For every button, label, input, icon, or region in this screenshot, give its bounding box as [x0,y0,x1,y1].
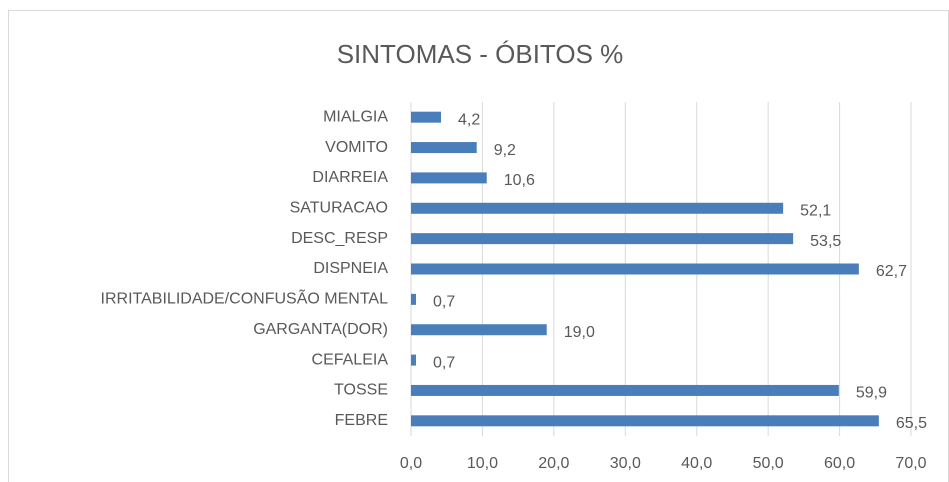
bar [411,354,416,366]
y-tick-label: DIARREIA [312,169,388,186]
data-label: 53,5 [810,233,841,250]
data-label: 62,7 [876,263,907,280]
x-tick-label: 10,0 [467,455,498,472]
bar [411,172,487,184]
bar [411,233,794,245]
y-tick-label: GARGANTA(DOR) [253,321,388,338]
x-tick-label: 60,0 [824,455,855,472]
x-tick-label: 40,0 [681,455,712,472]
data-label: 59,9 [856,385,887,402]
y-tick-label: VOMITO [325,139,388,156]
chart-title: SINTOMAS - ÓBITOS % [337,39,624,69]
y-tick-label: MIALGIA [323,108,388,125]
y-tick-label: IRRITABILIDADE/CONFUSÃO MENTAL [101,288,389,308]
bar [411,263,859,275]
data-label: 10,6 [504,172,535,189]
bar [411,202,784,214]
y-tick-label: CEFALEIA [312,351,389,368]
bar [411,415,879,427]
data-label: 0,7 [433,294,455,311]
x-tick-label: 50,0 [753,455,784,472]
data-label: 0,7 [433,354,455,371]
data-label: 52,1 [800,202,831,219]
bar [411,324,547,336]
y-tick-label: DESC_RESP [291,230,388,247]
y-tick-label: FEBRE [335,412,388,429]
chart-border [8,10,949,482]
x-tick-label: 0,0 [400,455,422,472]
bar [411,293,416,305]
y-tick-label: SATURACAO [290,199,388,216]
data-label: 9,2 [494,142,516,159]
bar [411,384,839,396]
data-label: 4,2 [458,111,480,128]
y-tick-label: DISPNEIA [313,260,388,277]
data-label: 65,5 [896,415,927,432]
bar [411,111,441,123]
x-tick-label: 30,0 [610,455,641,472]
data-label: 19,0 [564,324,595,341]
x-tick-label: 20,0 [538,455,569,472]
bar [411,142,477,154]
y-tick-label: TOSSE [334,382,388,399]
x-tick-label: 70,0 [895,455,926,472]
